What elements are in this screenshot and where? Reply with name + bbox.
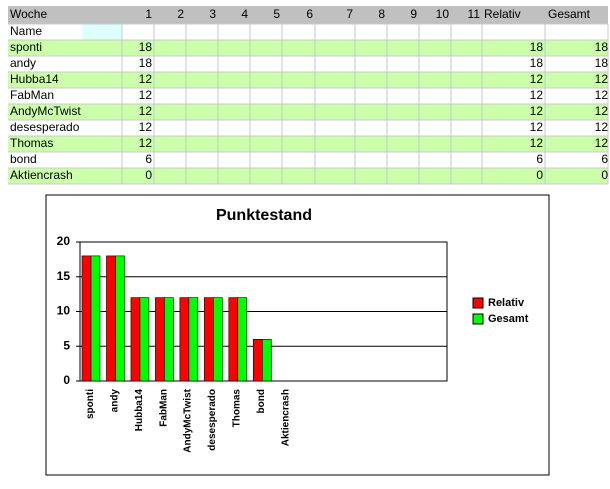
row-name: AndyMcTwist bbox=[10, 104, 81, 118]
relativ-value: 18 bbox=[530, 40, 544, 54]
week-header: 6 bbox=[306, 7, 313, 21]
week-value: 12 bbox=[139, 72, 153, 86]
bar bbox=[188, 297, 199, 382]
week-header: 9 bbox=[410, 7, 417, 21]
relativ-value: 18 bbox=[530, 56, 544, 70]
bar bbox=[90, 255, 101, 382]
gesamt-value: 6 bbox=[601, 152, 608, 166]
relativ-value: 6 bbox=[536, 152, 543, 166]
bar bbox=[155, 297, 165, 382]
row-name: Hubba14 bbox=[10, 72, 59, 86]
x-tick-label: Aktiencrash bbox=[281, 389, 292, 446]
bar bbox=[164, 297, 174, 382]
bar bbox=[106, 255, 116, 382]
week-header: 11 bbox=[468, 7, 481, 21]
bar bbox=[213, 297, 223, 382]
row-name: Aktiencrash bbox=[10, 168, 73, 182]
bar bbox=[252, 338, 263, 382]
relativ-value: 12 bbox=[530, 136, 544, 150]
header-relativ: Relativ bbox=[484, 7, 521, 21]
header-label: Woche bbox=[10, 7, 47, 21]
week-header: 2 bbox=[177, 7, 184, 21]
week-value: 18 bbox=[139, 40, 153, 54]
row-bg bbox=[8, 40, 608, 56]
week-header: 1 bbox=[145, 7, 152, 21]
week-value: 12 bbox=[139, 136, 153, 150]
bar bbox=[237, 297, 248, 382]
legend-label: Gesamt bbox=[488, 313, 529, 325]
x-tick-label: andy bbox=[109, 389, 120, 413]
y-tick-label: 15 bbox=[57, 269, 71, 283]
week-value: 0 bbox=[145, 168, 152, 182]
week-value: 6 bbox=[145, 152, 152, 166]
bar bbox=[261, 338, 272, 382]
row-name: sponti bbox=[10, 40, 42, 54]
bar bbox=[179, 297, 190, 382]
x-tick-label: Hubba14 bbox=[134, 389, 145, 432]
week-header: 5 bbox=[273, 7, 280, 21]
gesamt-value: 18 bbox=[595, 56, 609, 70]
bar bbox=[81, 255, 92, 382]
row-name: andy bbox=[10, 56, 36, 70]
y-tick-label: 20 bbox=[57, 234, 71, 248]
gesamt-value: 12 bbox=[595, 136, 609, 150]
row-name: FabMan bbox=[10, 88, 54, 102]
x-tick-label: bond bbox=[256, 389, 267, 413]
bar bbox=[228, 297, 239, 382]
row-bg bbox=[8, 72, 608, 88]
name-cell-bg bbox=[82, 24, 122, 40]
y-tick-label: 5 bbox=[63, 338, 70, 352]
bar bbox=[204, 297, 214, 382]
y-tick-label: 10 bbox=[57, 304, 71, 318]
relativ-value: 0 bbox=[536, 168, 543, 182]
y-tick-label: 0 bbox=[63, 373, 70, 387]
name-label: Name bbox=[10, 24, 42, 38]
relativ-value: 12 bbox=[530, 104, 544, 118]
gesamt-value: 0 bbox=[601, 168, 608, 182]
week-header: 3 bbox=[209, 7, 216, 21]
header-gesamt: Gesamt bbox=[548, 7, 591, 21]
row-name: desesperado bbox=[10, 120, 80, 134]
row-name: Thomas bbox=[10, 136, 53, 150]
relativ-value: 12 bbox=[530, 72, 544, 86]
week-value: 12 bbox=[139, 104, 153, 118]
week-value: 18 bbox=[139, 56, 153, 70]
legend-swatch bbox=[472, 297, 484, 309]
bar bbox=[139, 297, 150, 382]
chart-title: Punktestand bbox=[216, 207, 312, 224]
gesamt-value: 12 bbox=[595, 104, 609, 118]
x-tick-label: desesperado bbox=[207, 389, 218, 451]
gesamt-value: 18 bbox=[595, 40, 609, 54]
bar bbox=[130, 297, 141, 382]
row-bg bbox=[8, 104, 608, 120]
x-tick-label: Thomas bbox=[232, 389, 243, 428]
bar bbox=[115, 255, 125, 382]
row-bg bbox=[8, 168, 608, 184]
gesamt-value: 12 bbox=[595, 120, 609, 134]
x-tick-label: FabMan bbox=[158, 389, 169, 427]
week-value: 12 bbox=[139, 120, 153, 134]
week-header: 8 bbox=[378, 7, 385, 21]
x-tick-label: sponti bbox=[85, 389, 96, 419]
row-bg bbox=[8, 136, 608, 152]
row-name: bond bbox=[10, 152, 37, 166]
gesamt-value: 12 bbox=[595, 88, 609, 102]
week-header: 4 bbox=[241, 7, 248, 21]
x-tick-label: AndyMcTwist bbox=[183, 388, 194, 452]
legend-label: Relativ bbox=[488, 297, 525, 309]
relativ-value: 12 bbox=[530, 88, 544, 102]
week-header: 7 bbox=[346, 7, 353, 21]
week-header: 10 bbox=[436, 7, 450, 21]
relativ-value: 12 bbox=[530, 120, 544, 134]
header-bg bbox=[8, 6, 608, 24]
week-value: 12 bbox=[139, 88, 153, 102]
legend-swatch bbox=[472, 313, 484, 325]
gesamt-value: 12 bbox=[595, 72, 609, 86]
